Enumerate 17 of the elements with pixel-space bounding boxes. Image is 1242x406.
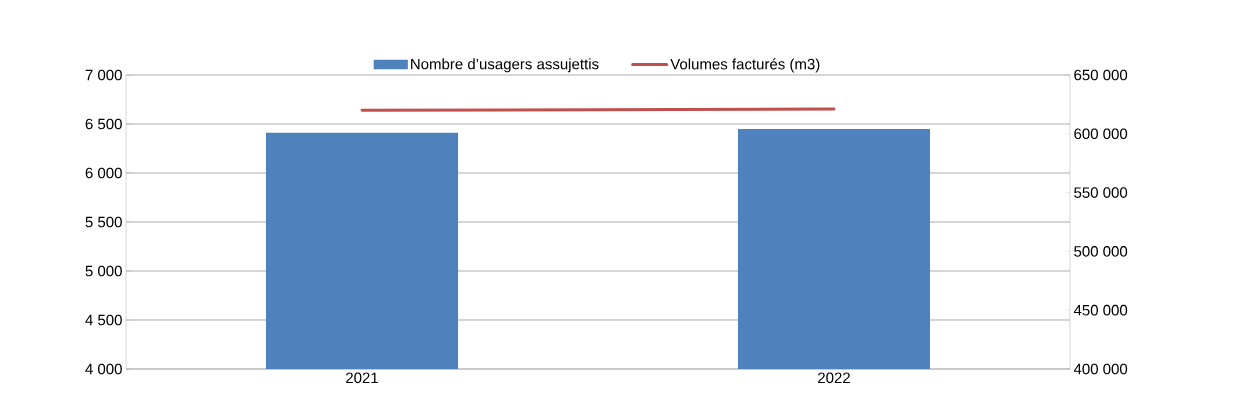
y2-tick-label: 650 000 (1074, 69, 1128, 81)
y-tick-label: 5 000 (85, 265, 122, 277)
y-tick-label: 6 000 (85, 167, 122, 179)
x-tick-label: 2022 (818, 372, 850, 384)
y-tick-label: 7 000 (85, 69, 122, 81)
y2-tick-label: 500 000 (1074, 246, 1128, 257)
y2-tick-label: 550 000 (1074, 187, 1128, 198)
y-tick-label: 6 500 (85, 118, 122, 130)
y-tick-label: 4 500 (85, 314, 122, 326)
y-tick-label: 4 000 (85, 363, 122, 375)
y-tick-label: 5 500 (85, 216, 122, 228)
y2-tick-label: 400 000 (1073, 363, 1128, 375)
x-tick-label: 2021 (346, 372, 378, 384)
y2-tick-label: 450 000 (1073, 304, 1128, 316)
legend-label: Nombre d’usagers assujettis (411, 58, 599, 73)
legend-label: Volumes facturés (m3) (670, 58, 820, 73)
y2-tick-label: 600 000 (1074, 128, 1128, 140)
